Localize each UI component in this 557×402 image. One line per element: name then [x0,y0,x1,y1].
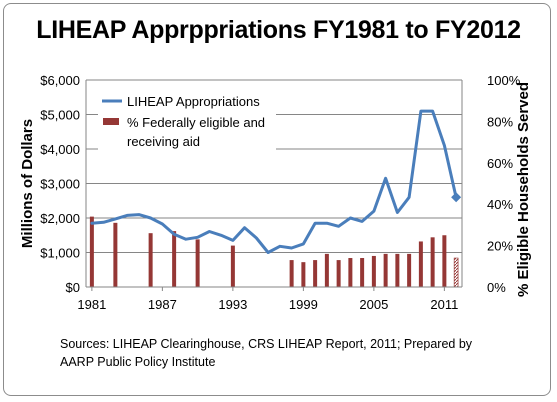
legend-label-line: receiving aid [127,134,200,149]
y2-tick-label: 0% [487,280,506,295]
line-end-marker [451,192,462,203]
legend-bar-swatch [103,118,119,125]
legend-label-line: % Federally eligible and [127,115,265,130]
legend-label-eligible: % Federally eligible and receiving aid [127,115,265,149]
chart-frame [3,3,551,396]
bar [442,235,447,287]
x-tick-label: 1981 [77,297,106,312]
y-axis-label: Millions of Dollars [19,119,36,248]
y2-tick-label: 20% [487,239,513,254]
y-tick-label: $0 [66,280,80,295]
y2-axis-label: % Eligible Households Served [515,82,532,297]
y-tick-label: $2,000 [40,211,80,226]
bar [430,237,435,287]
bar [289,260,294,287]
bar [195,239,200,287]
bar [301,262,306,287]
bar [89,216,94,287]
bar [148,233,153,287]
y2-tick-label: 80% [487,114,513,129]
bar [324,253,329,287]
bar [172,231,177,287]
bar [336,260,341,287]
legend-label-appropriations: LIHEAP Appropriations [127,94,260,109]
x-tick-label: 2011 [430,297,458,312]
bar [383,253,388,287]
bar [348,258,353,287]
y2-tick-label: 60% [487,156,513,171]
y-tick-label: $4,000 [40,142,80,157]
bar [395,253,400,287]
x-tick-label: 1999 [289,297,318,312]
bar [230,245,235,287]
bar [313,260,318,287]
y-tick-label: $6,000 [40,73,80,88]
legend-box [98,91,276,152]
line-series [90,109,458,254]
chart-title: LIHEAP Apprppriations FY1981 to FY2012 [36,16,521,44]
bar [418,241,423,287]
bar [113,222,118,287]
x-tick-label: 2005 [359,297,388,312]
x-tick-label: 1993 [218,297,247,312]
source-line-1: Sources: LIHEAP Clearinghouse, CRS LIHEA… [60,337,473,351]
y2-tick-label: 40% [487,197,513,212]
source-line-2: AARP Public Policy Institute [60,355,216,369]
y-tick-label: $3,000 [40,177,80,192]
y2-tick-label: 100% [487,73,521,88]
bar [407,253,412,287]
y-tick-label: $5,000 [40,108,80,123]
x-tick-label: 1987 [148,297,177,312]
bar [371,255,376,287]
source-note: Sources: LIHEAP Clearinghouse, CRS LIHEA… [60,335,530,371]
y-tick-label: $1,000 [40,246,80,261]
bar [360,258,365,287]
bar [453,257,459,288]
